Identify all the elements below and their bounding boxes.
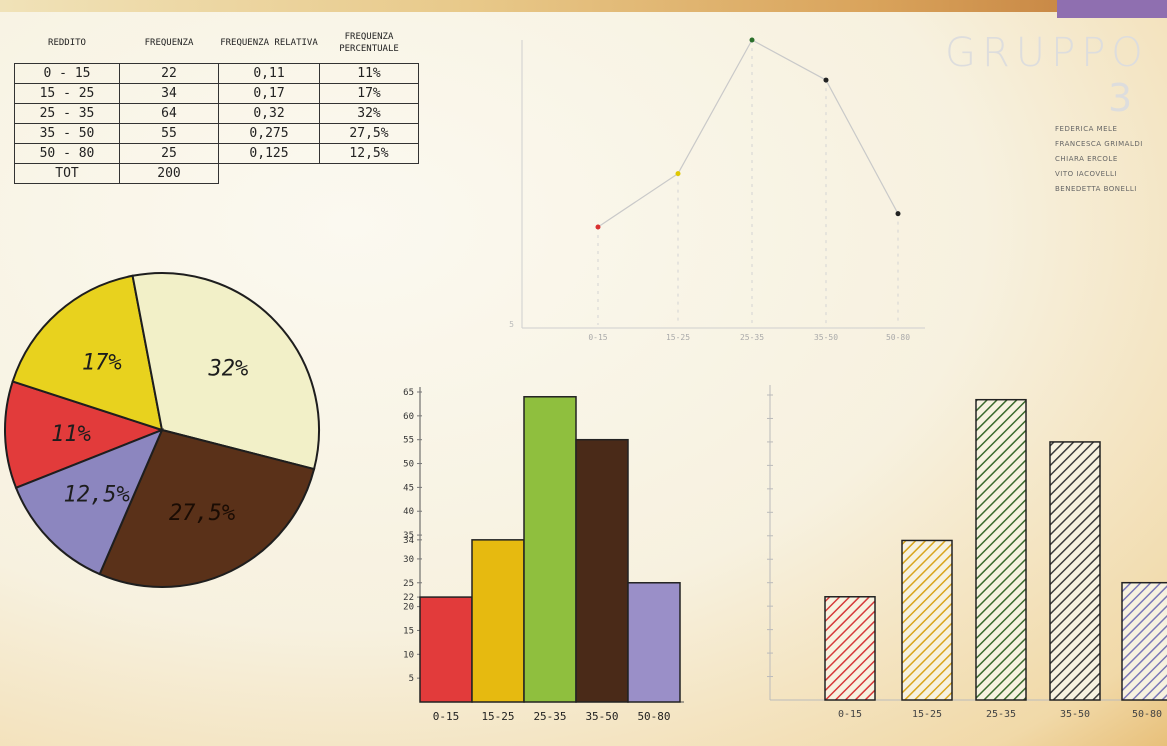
pie-slice-label: 12,5%: [63, 482, 129, 507]
bar: [523, 396, 577, 703]
x-tick-label: 35-50: [814, 333, 838, 342]
member-name: CHIARA ERCOLE: [1055, 155, 1118, 163]
line-point: [749, 37, 755, 43]
y-tick-label: 35: [403, 531, 414, 541]
bar: [627, 582, 681, 703]
line-segment: [751, 39, 827, 81]
x-tick-label: 50-80: [886, 333, 910, 342]
table-row: 35 - 50 55 0,275 27,5%: [14, 123, 419, 144]
x-tick-label: 25-35: [986, 709, 1016, 720]
bar: [901, 539, 953, 701]
x-tick-label: 35-50: [585, 710, 618, 723]
x-tick-label: 25-35: [533, 710, 566, 723]
x-tick-label: 15-25: [912, 709, 942, 720]
cell-range: 0 - 15: [14, 63, 120, 84]
line-segment: [597, 173, 679, 228]
member-name: BENEDETTA BONELLI: [1055, 185, 1137, 193]
table-row: 0 - 15 22 0,11 11%: [14, 63, 419, 84]
bar-chart-hatched: 0-15 15-25 25-35 35-50 50-80: [767, 385, 1167, 720]
line-segment: [825, 79, 899, 214]
pie-slice: [131, 272, 320, 471]
pie-chart: 11% 17% 32% 27,5% 12,5%: [4, 272, 320, 588]
y-tick-label: 22: [403, 593, 414, 603]
y-tick-label: 10: [403, 650, 414, 660]
pie-slice-label: 17%: [82, 351, 122, 376]
pie-slice-label: 11%: [51, 422, 91, 447]
x-tick-label: 35-50: [1060, 709, 1090, 720]
cell-percent: 12,5%: [319, 143, 419, 164]
pie-slice: [98, 428, 316, 588]
header-frequenza-percentuale: FREQUENZA PERCENTUALE: [319, 22, 419, 64]
frequency-table: REDDITO FREQUENZA FREQUENZA RELATIVA FRE…: [14, 22, 419, 184]
bar: [1121, 581, 1167, 701]
line-chart: 5 0-15 15-25 25-35 35-50 50-80: [509, 37, 925, 342]
y-tick-label: 55: [403, 436, 414, 446]
cell-relative: 0,32: [218, 103, 320, 124]
x-tick-label: 0-15: [433, 710, 460, 723]
y-tick-label: 15: [403, 626, 414, 636]
member-name: VITO IACOVELLI: [1055, 170, 1117, 178]
y-tick-label: 5: [509, 320, 514, 329]
total-value: 200: [119, 163, 219, 184]
table-total-row: TOT 200: [14, 163, 419, 184]
cell-relative: 0,125: [218, 143, 320, 164]
bar: [471, 539, 525, 703]
member-name: FEDERICA MELE: [1055, 125, 1118, 133]
y-tick-label: 30: [403, 555, 414, 565]
cell-frequency: 55: [119, 123, 219, 144]
pie-slice: [14, 428, 164, 576]
x-tick-label: 50-80: [637, 710, 670, 723]
line-point: [823, 77, 829, 83]
paper-corner: [1057, 0, 1167, 18]
line-segment: [677, 39, 753, 174]
member-name: FRANCESCA GRIMALDI: [1055, 140, 1143, 148]
bar: [575, 438, 629, 703]
table-row: 25 - 35 64 0,32 32%: [14, 103, 419, 124]
cell-range: 50 - 80: [14, 143, 120, 164]
y-tick-label: 25: [403, 579, 414, 589]
bar: [824, 596, 876, 701]
x-tick-label: 50-80: [1132, 709, 1162, 720]
y-tick-label: 60: [403, 412, 414, 422]
y-tick-label: 65: [403, 388, 414, 398]
header-frequenza-relativa: FREQUENZA RELATIVA: [218, 22, 320, 64]
pie-slice-label: 27,5%: [169, 501, 235, 526]
cell-percent: 27,5%: [319, 123, 419, 144]
cell-percent: 32%: [319, 103, 419, 124]
header-reddito: REDDITO: [14, 22, 120, 64]
bar: [419, 596, 473, 703]
y-tick-label: 5: [409, 674, 414, 684]
x-tick-label: 0-15: [588, 333, 607, 342]
line-point: [595, 224, 601, 230]
cell-range: 25 - 35: [14, 103, 120, 124]
pie-slice: [11, 274, 164, 432]
group-note: GRUPPO 3 FEDERICA MELE FRANCESCA GRIMALD…: [945, 30, 1167, 220]
line-point: [675, 171, 681, 177]
pie-slice-label: 32%: [208, 357, 249, 382]
x-tick-label: 15-25: [481, 710, 514, 723]
bar: [1049, 441, 1101, 701]
group-number: 3: [1108, 76, 1133, 120]
y-tick-label: 50: [403, 460, 414, 470]
member-list: FEDERICA MELE FRANCESCA GRIMALDI CHIARA …: [1055, 122, 1143, 197]
paper-top-edge: [0, 0, 1167, 12]
y-tick-label: 20: [403, 603, 414, 613]
cell-frequency: 34: [119, 83, 219, 104]
y-tick-label: 34: [403, 536, 414, 546]
group-title: GRUPPO: [945, 30, 1149, 76]
bar: [975, 398, 1027, 701]
x-tick-label: 0-15: [838, 709, 862, 720]
table-row: 50 - 80 25 0,125 12,5%: [14, 143, 419, 164]
pie-slice: [4, 380, 165, 490]
header-frequenza: FREQUENZA: [119, 22, 219, 64]
total-label: TOT: [14, 163, 120, 184]
y-tick-label: 45: [403, 483, 414, 493]
x-tick-label: 25-35: [740, 333, 764, 342]
x-tick-label: 15-25: [666, 333, 690, 342]
cell-range: 35 - 50: [14, 123, 120, 144]
y-tick-label: 40: [403, 507, 414, 517]
line-point: [895, 211, 901, 217]
